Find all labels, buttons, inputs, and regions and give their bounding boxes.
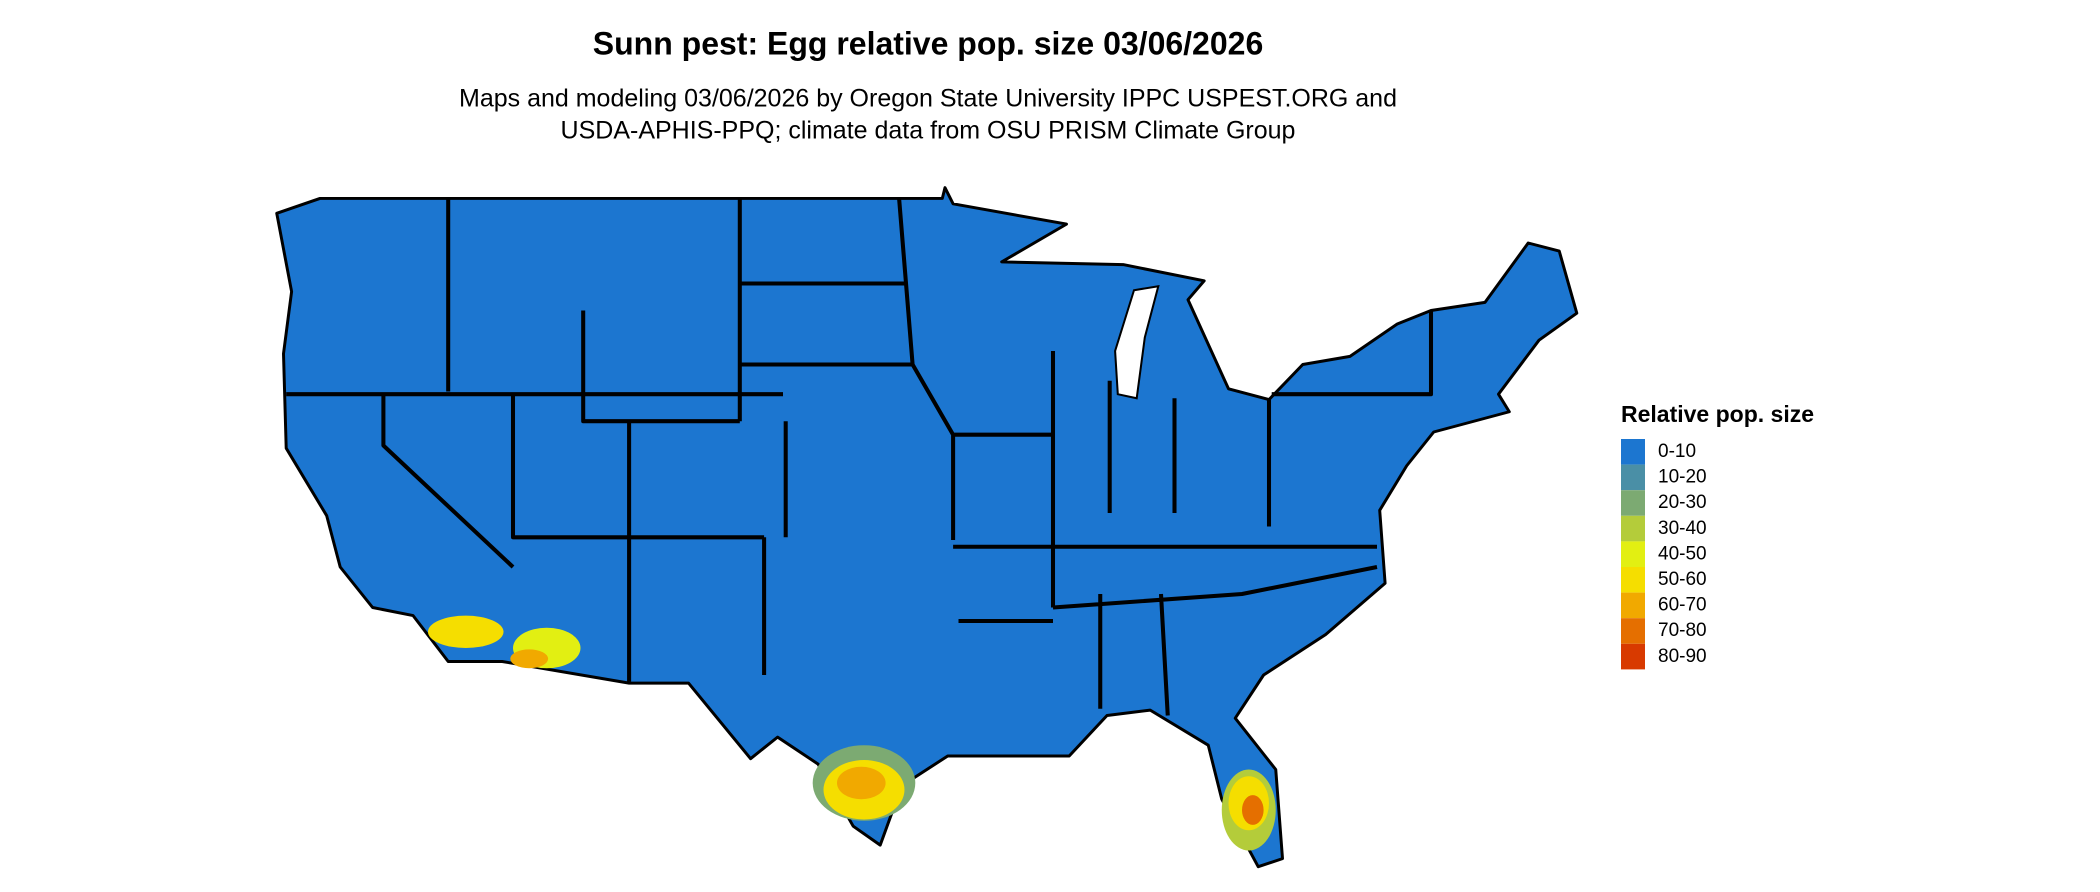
us-map bbox=[275, 186, 1579, 869]
legend-label: 50-60 bbox=[1658, 569, 1707, 590]
subtitle: Maps and modeling 03/06/2026 by Oregon S… bbox=[459, 85, 1397, 113]
legend-title: Relative pop. size bbox=[1621, 401, 1814, 427]
legend-swatch bbox=[1621, 464, 1645, 491]
title: Sunn pest: Egg relative pop. size 03/06/… bbox=[593, 25, 1263, 61]
legend-swatch bbox=[1621, 541, 1645, 567]
subtitle: USDA-APHIS-PPQ; climate data from OSU PR… bbox=[561, 117, 1296, 145]
legend-label: 80-90 bbox=[1658, 646, 1707, 667]
legend-swatch bbox=[1621, 490, 1645, 516]
legend-label: 60-70 bbox=[1658, 595, 1707, 616]
legend-label: 70-80 bbox=[1658, 620, 1707, 641]
legend-label: 20-30 bbox=[1658, 492, 1707, 513]
legend: Relative pop. size 0-10 10-20 20-30 30-40 40… bbox=[1621, 401, 1814, 670]
legend-label: 30-40 bbox=[1658, 518, 1707, 539]
legend-swatch bbox=[1621, 439, 1645, 465]
legend-swatch bbox=[1621, 643, 1645, 670]
state-borders bbox=[286, 198, 1434, 716]
legend-swatch bbox=[1621, 567, 1645, 593]
hot-zones bbox=[427, 615, 1276, 851]
legend-swatch bbox=[1621, 592, 1645, 619]
legend-swatch bbox=[1621, 618, 1645, 644]
legend-label: 0-10 bbox=[1658, 441, 1696, 462]
legend-label: 10-20 bbox=[1658, 467, 1707, 488]
lake-michigan bbox=[1114, 284, 1160, 400]
us-outline bbox=[275, 186, 1579, 869]
legend-label: 40-50 bbox=[1658, 543, 1707, 564]
legend-swatch bbox=[1621, 515, 1645, 542]
